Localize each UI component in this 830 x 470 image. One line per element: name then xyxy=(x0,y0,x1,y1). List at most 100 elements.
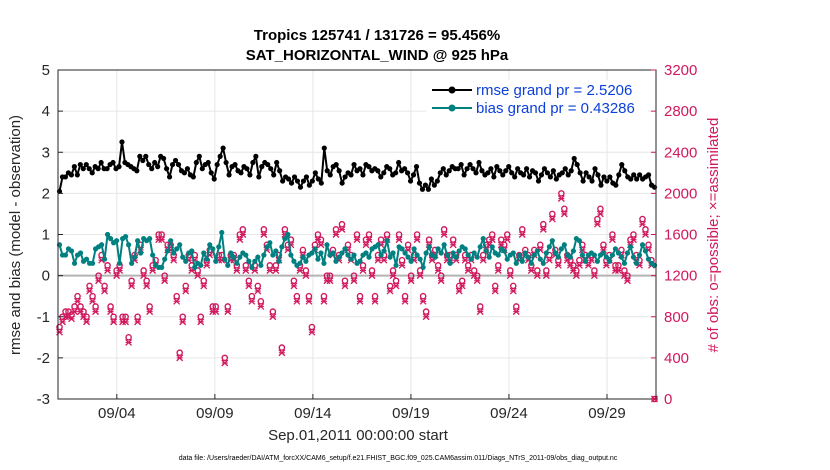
obs-possible-marker xyxy=(239,226,247,233)
rmse-point xyxy=(565,172,571,178)
bias-point xyxy=(576,238,582,244)
rmse-point xyxy=(161,155,167,162)
rmse-point xyxy=(613,182,619,188)
rmse-point xyxy=(404,170,411,176)
rmse-point xyxy=(155,164,161,170)
bias-point xyxy=(237,254,243,260)
obs-possible-marker xyxy=(600,241,607,249)
obs-possible-marker xyxy=(494,262,502,269)
rmse-point xyxy=(199,166,205,172)
obs-assimilated-marker xyxy=(368,272,376,280)
rmse-point xyxy=(622,168,628,174)
obs-possible-marker xyxy=(389,267,397,274)
rmse-point xyxy=(116,164,122,170)
rmse-point xyxy=(419,186,426,192)
rmse-point xyxy=(196,153,202,159)
obs-assimilated-marker xyxy=(371,297,379,305)
rmse-point xyxy=(503,168,509,174)
rmse-point xyxy=(616,172,622,178)
rmse-point xyxy=(104,166,110,172)
rmse-point xyxy=(485,170,491,176)
obs-assimilated-marker xyxy=(512,308,520,316)
rmse-point xyxy=(321,145,327,151)
bias-point xyxy=(399,246,405,252)
bias-point xyxy=(249,264,255,270)
legend-bias-label: bias grand pr = 0.43286 xyxy=(476,100,635,117)
y-right-tick-label: 0 xyxy=(664,391,672,408)
obs-assimilated-marker xyxy=(194,272,202,280)
obs-count-layer xyxy=(56,190,658,403)
obs-possible-marker xyxy=(561,205,568,213)
obs-possible-marker xyxy=(176,349,184,357)
obs-assimilated-marker xyxy=(545,256,553,264)
bias-point xyxy=(390,250,396,256)
rmse-point xyxy=(306,182,312,188)
rmse-point xyxy=(351,161,357,168)
obs-possible-marker xyxy=(242,262,250,269)
rmse-point xyxy=(592,166,598,172)
obs-assimilated-marker xyxy=(314,236,322,244)
obs-assimilated-marker xyxy=(356,297,364,305)
obs-assimilated-marker xyxy=(146,308,154,316)
rmse-point xyxy=(413,164,420,170)
rmse-point xyxy=(265,161,271,168)
rmse-point xyxy=(547,174,553,180)
bias-point xyxy=(273,248,279,254)
bias-point xyxy=(555,254,561,260)
obs-possible-marker xyxy=(558,190,565,197)
rmse-point xyxy=(98,159,104,166)
obs-assimilated-marker xyxy=(437,277,445,285)
obs-assimilated-marker xyxy=(113,272,121,280)
obs-assimilated-marker xyxy=(125,338,133,346)
rmse-point xyxy=(294,178,301,184)
y-tick-label: -2 xyxy=(37,350,50,367)
obs-assimilated-marker xyxy=(317,241,325,249)
rmse-point xyxy=(488,166,494,172)
rmse-point xyxy=(288,180,295,186)
obs-assimilated-marker xyxy=(590,272,598,280)
rmse-point xyxy=(360,172,366,178)
obs-possible-marker xyxy=(549,210,556,218)
bias-point xyxy=(489,244,495,250)
rmse-point xyxy=(247,172,253,178)
bias-point xyxy=(636,252,643,258)
bias-point xyxy=(174,246,180,252)
bias-point xyxy=(381,248,387,254)
bias-point xyxy=(558,246,564,252)
obs-possible-marker xyxy=(543,267,550,274)
chart-subtitle: SAT_HORIZONTAL_WIND @ 925 hPa xyxy=(246,47,509,64)
obs-assimilated-marker xyxy=(158,236,166,244)
bias-point xyxy=(159,264,165,270)
bias-point xyxy=(363,250,369,256)
obs-assimilated-marker xyxy=(242,267,250,274)
y-tick-label: 2 xyxy=(42,185,50,202)
bias-point xyxy=(351,252,357,258)
obs-possible-marker xyxy=(341,277,349,285)
bias-point xyxy=(234,260,240,266)
obs-assimilated-marker xyxy=(518,231,526,238)
rmse-point xyxy=(619,161,625,168)
rmse-point xyxy=(628,176,634,182)
obs-assimilated-marker xyxy=(464,267,472,274)
obs-assimilated-marker xyxy=(305,297,313,305)
obs-possible-marker xyxy=(182,282,190,290)
rmse-point xyxy=(601,174,607,180)
obs-possible-marker xyxy=(74,292,81,300)
x-ticks: 09/04 09/09 09/14 09/19 09/24 09/29 xyxy=(98,394,626,422)
rmse-point xyxy=(193,159,199,166)
bias-point xyxy=(324,242,330,248)
obs-assimilated-marker xyxy=(83,318,91,326)
bias-point xyxy=(129,260,135,266)
obs-assimilated-marker xyxy=(527,267,535,274)
y-right-tick-label: 1200 xyxy=(664,268,697,285)
obs-assimilated-marker xyxy=(293,297,301,305)
bias-point xyxy=(113,238,120,244)
obs-possible-marker xyxy=(440,226,448,233)
obs-assimilated-marker xyxy=(353,236,361,244)
rmse-point xyxy=(80,166,86,172)
obs-assimilated-marker xyxy=(639,220,646,228)
bias-point xyxy=(552,250,558,256)
obs-assimilated-marker xyxy=(395,236,403,244)
obs-possible-marker xyxy=(179,313,187,321)
